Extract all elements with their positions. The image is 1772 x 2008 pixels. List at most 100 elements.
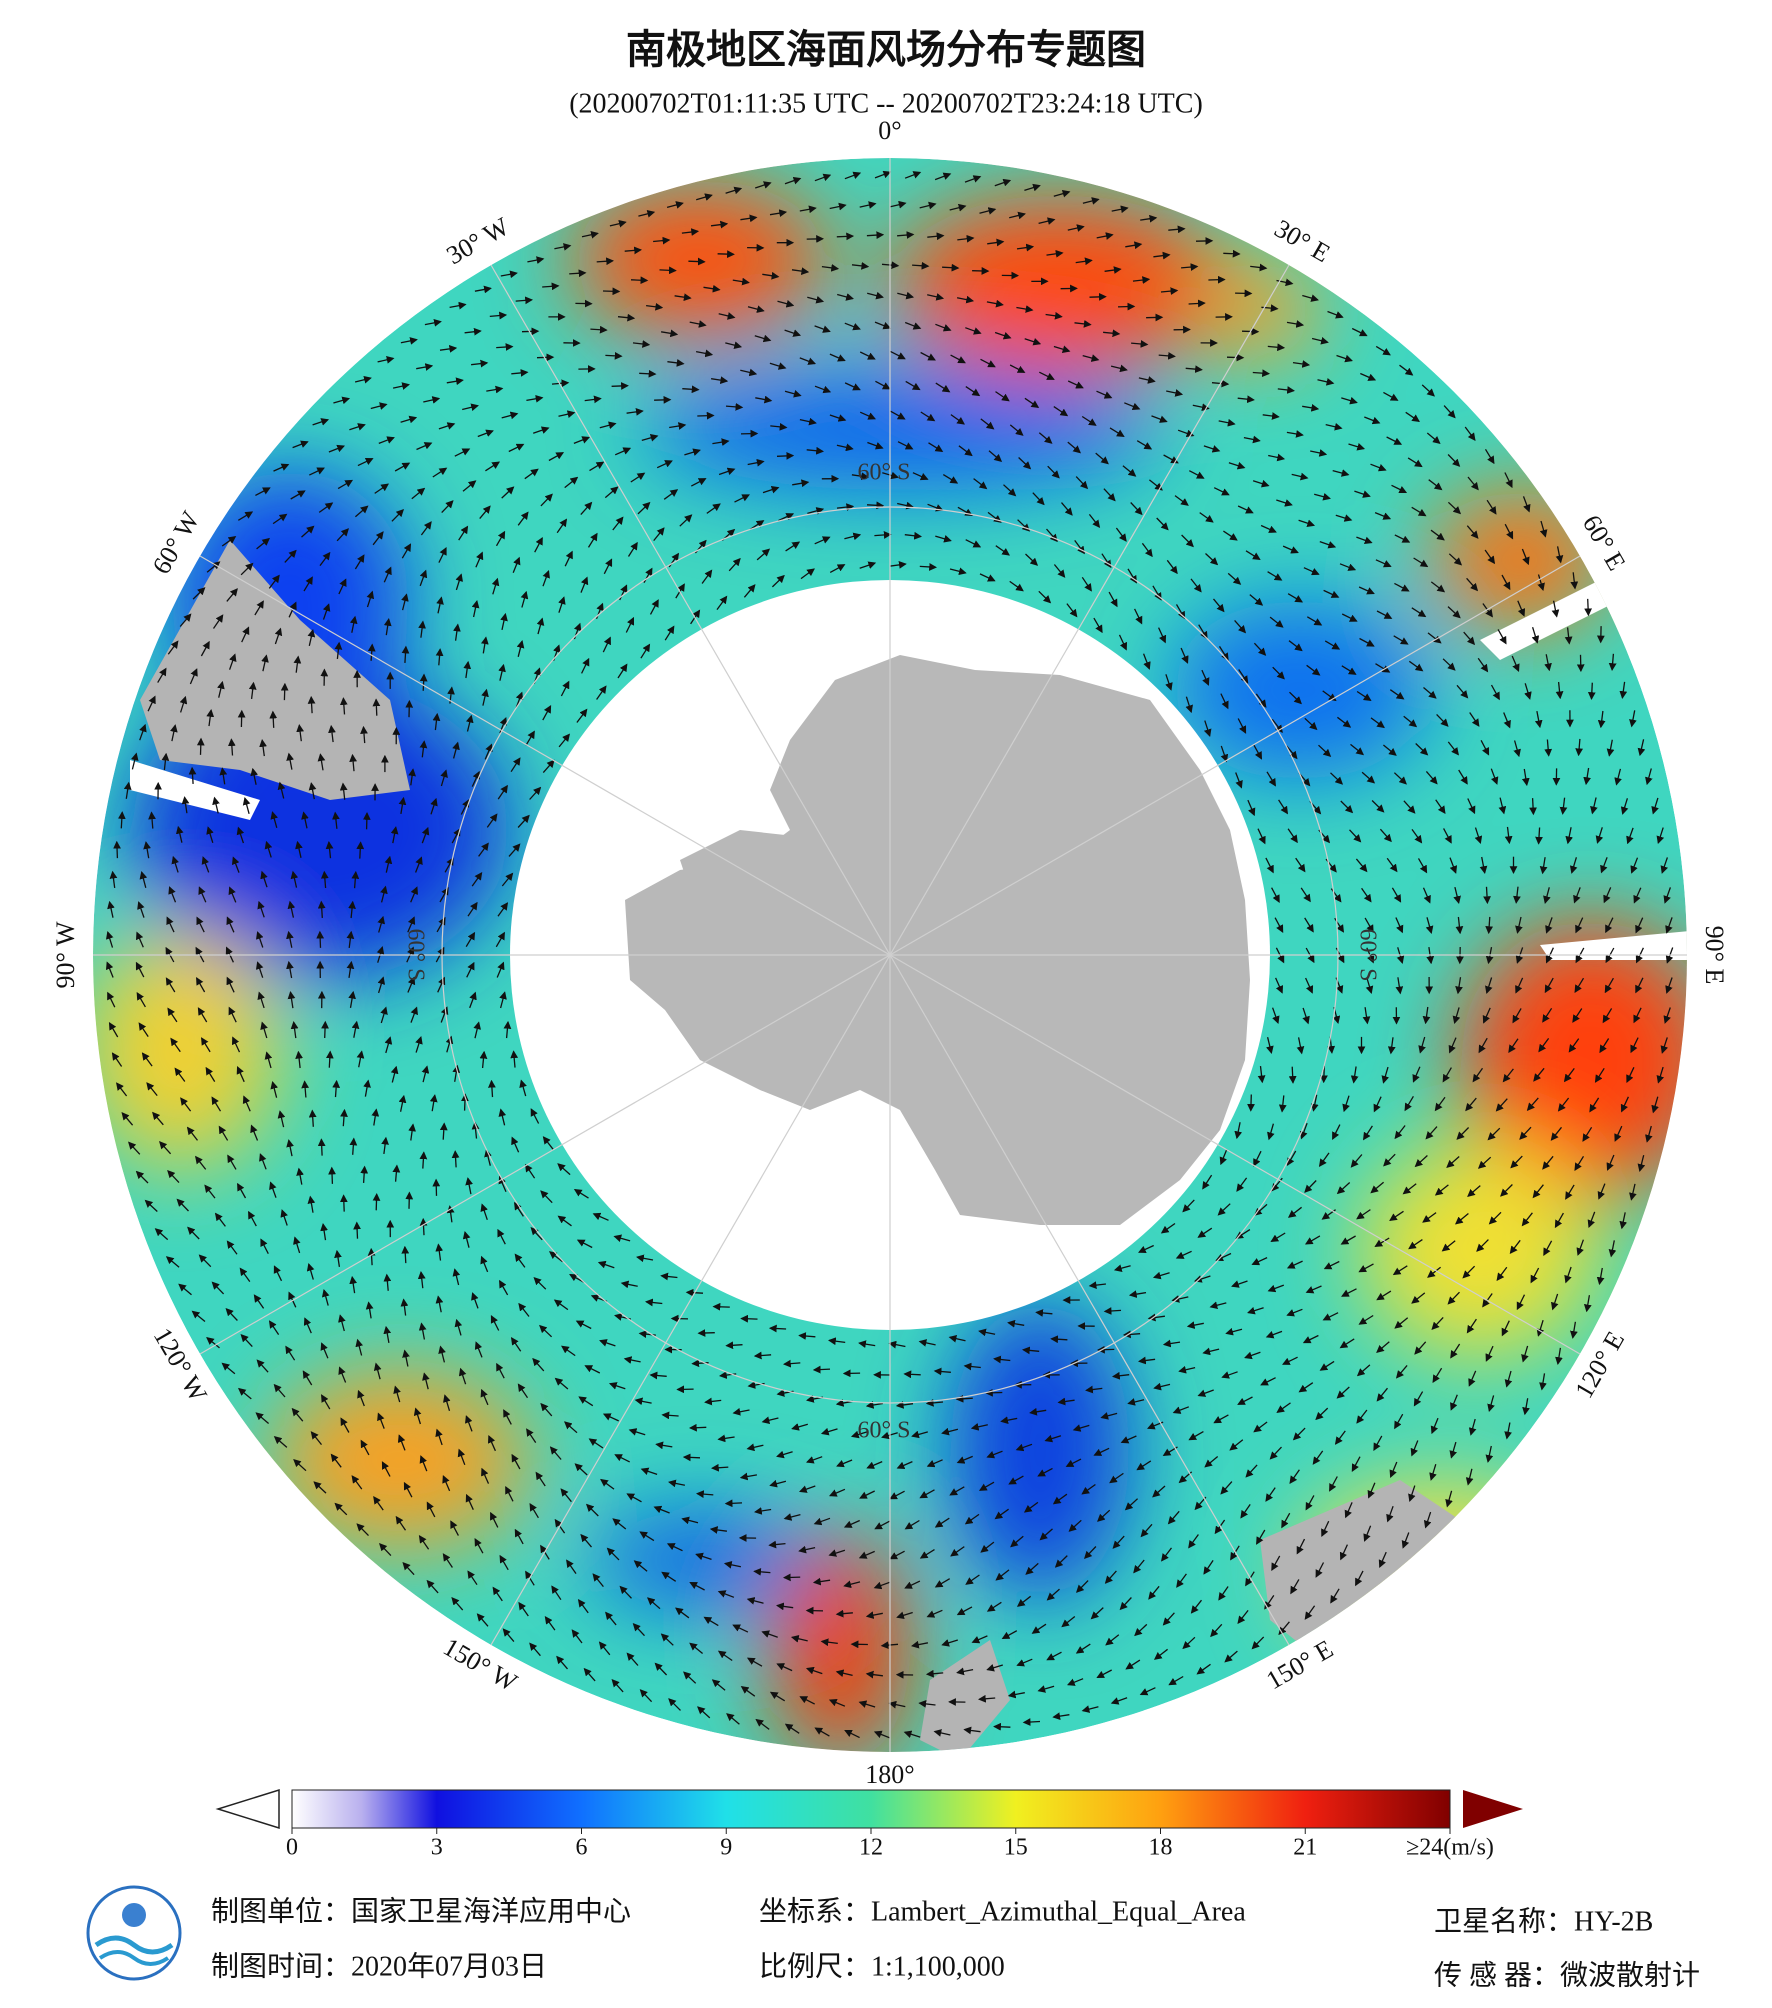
wind-arrow	[1096, 390, 1113, 399]
wind-arrow	[1302, 1334, 1319, 1344]
wind-arrow	[1472, 1067, 1484, 1083]
wind-arrow	[517, 1383, 529, 1399]
wind-arrow	[1247, 799, 1256, 817]
wind-arrow	[473, 1021, 481, 1039]
wind-arrow	[617, 663, 628, 679]
wind-arrow	[889, 1550, 905, 1560]
wind-arrow	[308, 782, 317, 800]
wind-arrow	[1097, 1509, 1111, 1522]
wind-arrow	[1587, 682, 1596, 700]
wind-arrow	[1361, 887, 1372, 903]
wind-arrow	[599, 1339, 616, 1347]
wind-arrow	[1269, 616, 1284, 628]
wind-arrow	[653, 527, 665, 542]
wind-arrow	[1305, 977, 1314, 994]
wind-arrow	[889, 1490, 905, 1500]
wind-arrow	[1288, 1066, 1297, 1084]
wind-arrow	[1287, 1206, 1302, 1218]
wind-arrow	[1340, 800, 1354, 814]
wind-arrow	[401, 1245, 410, 1264]
wind-arrow	[453, 623, 461, 641]
wind-arrow	[1227, 572, 1242, 585]
wind-arrow	[829, 1488, 846, 1497]
wind-arrow	[948, 1334, 966, 1343]
wind-arrow	[196, 737, 205, 755]
wind-arrow	[1340, 1235, 1356, 1245]
wind-arrow	[1304, 917, 1314, 933]
wind-arrow	[1095, 452, 1109, 465]
wind-arrow	[410, 1006, 418, 1023]
wind-arrow	[377, 976, 386, 994]
wind-arrow	[290, 1021, 299, 1039]
wind-arrow	[1015, 1443, 1033, 1452]
wind-arrow	[1138, 1356, 1156, 1365]
wind-arrow	[1219, 1148, 1228, 1166]
wind-arrow	[1479, 856, 1488, 874]
wind-arrow	[1376, 1341, 1390, 1353]
wind-arrow	[798, 1485, 816, 1493]
wind-arrow	[597, 1260, 615, 1269]
wind-arrow	[919, 563, 937, 571]
wind-arrow	[392, 1164, 401, 1182]
wind-arrow	[782, 1573, 801, 1582]
wind-arrow	[480, 1388, 489, 1406]
wind-arrow	[688, 257, 706, 266]
wind-arrow	[1075, 476, 1089, 490]
wind-arrow	[1422, 887, 1431, 904]
wind-arrow	[1414, 1155, 1428, 1168]
wind-arrow	[580, 501, 593, 516]
wind-arrow	[360, 1165, 369, 1183]
wind-arrow	[942, 474, 959, 484]
wind-arrow	[896, 1461, 913, 1469]
wind-arrow	[1387, 1037, 1396, 1055]
map-title: 南极地区海面风场分布专题图	[626, 27, 1146, 72]
wind-arrow	[645, 1298, 663, 1307]
wind-arrow	[1306, 664, 1321, 676]
wind-arrow	[1260, 524, 1277, 533]
wind-arrow	[380, 885, 388, 903]
footer-sensor: 传 感 器：微波散射计	[1434, 1959, 1700, 1991]
wind-arrow	[1024, 397, 1040, 409]
wind-arrow	[1425, 770, 1438, 785]
wind-arrow	[791, 1423, 808, 1431]
wind-arrow	[985, 1388, 1003, 1397]
wind-arrow	[495, 931, 505, 948]
wind-arrow	[682, 385, 700, 394]
wind-arrow	[1166, 559, 1178, 575]
wind-arrow	[371, 1108, 380, 1126]
wind-arrow	[704, 1397, 722, 1406]
wind-arrow	[301, 811, 309, 829]
wind-arrow	[1512, 1008, 1522, 1024]
wind-arrow	[866, 1461, 883, 1469]
wind-arrow	[1502, 1068, 1514, 1083]
wind-arrow	[1253, 744, 1263, 760]
wind-arrow	[1362, 1007, 1371, 1025]
wind-arrow	[524, 468, 539, 480]
wind-arrow	[438, 547, 447, 563]
wind-arrow	[471, 872, 483, 887]
wind-arrow	[614, 447, 632, 456]
wind-arrow	[346, 960, 355, 978]
wind-arrow	[1245, 1464, 1258, 1478]
wind-arrow	[1422, 1006, 1431, 1025]
wind-arrow	[1386, 857, 1398, 873]
footer-crs: 坐标系：Lambert_Azimuthal_Equal_Area	[759, 1895, 1246, 1927]
wind-arrow	[1408, 1239, 1423, 1250]
wind-arrow	[643, 567, 653, 584]
wind-arrow	[1361, 771, 1376, 784]
wind-arrow	[471, 1292, 479, 1309]
wind-arrow	[1442, 1067, 1452, 1083]
wind-arrow	[1286, 1260, 1303, 1269]
wind-arrow	[1376, 1290, 1392, 1301]
wind-arrow	[1337, 716, 1352, 728]
wind-arrow	[328, 724, 336, 743]
wind-arrow	[993, 1355, 1011, 1364]
wind-arrow	[1213, 487, 1230, 496]
wind-arrow	[435, 1295, 444, 1313]
wind-arrow	[1304, 1180, 1317, 1193]
wind-arrow	[525, 730, 535, 746]
wind-arrow	[783, 1513, 801, 1521]
wind-arrow	[641, 434, 659, 442]
wind-arrow	[828, 1337, 846, 1346]
wind-arrow	[1253, 1421, 1268, 1433]
